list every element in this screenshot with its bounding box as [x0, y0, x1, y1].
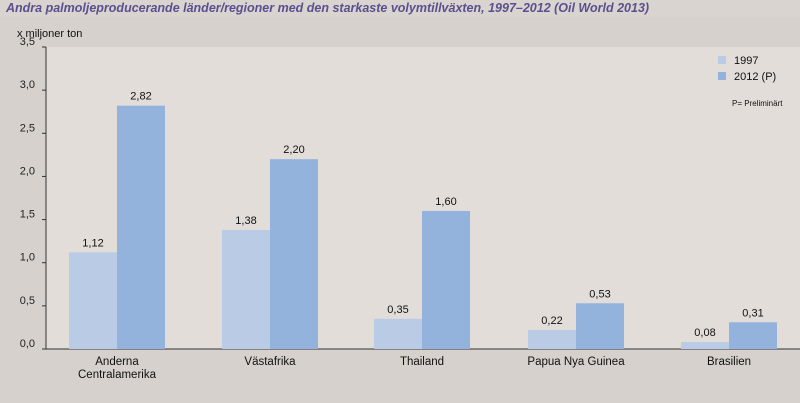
y-tick-label: 3,5 [20, 36, 35, 48]
legend-note: P= Preliminärt [732, 99, 783, 108]
x-category-label: Västafrika [244, 356, 296, 368]
bar-2012-p- [576, 303, 624, 349]
bar-2012-p- [422, 210, 470, 349]
data-label: 0,22 [541, 315, 562, 327]
bar-1997 [528, 330, 576, 349]
data-label: 2,82 [130, 91, 151, 103]
bar-1997 [681, 342, 729, 349]
data-label: 0,53 [589, 288, 610, 300]
y-tick-label: 2,0 [20, 165, 35, 177]
legend-swatch [718, 72, 726, 80]
data-label: 1,12 [82, 237, 103, 249]
data-label: 1,38 [235, 215, 256, 227]
chart-title: Andra palmoljeproducerande länder/region… [6, 1, 650, 15]
legend-label: 2012 (P) [734, 71, 776, 83]
legend-label: 1997 [734, 55, 758, 67]
bar-1997 [69, 252, 117, 349]
y-tick-label: 0,5 [20, 295, 35, 307]
x-category-label: Thailand [400, 356, 444, 368]
bar-1997 [374, 318, 422, 349]
y-tick-label: 1,0 [20, 252, 35, 264]
x-category-label: Centralamerika [78, 369, 157, 381]
data-label: 0,35 [387, 304, 408, 316]
bar-1997 [222, 229, 270, 349]
y-tick-label: 3,0 [20, 79, 35, 91]
bar-2012-p- [270, 159, 318, 349]
x-category-label: Papua Nya Guinea [527, 356, 625, 368]
y-tick-label: 1,5 [20, 209, 35, 221]
title-bar [0, 0, 800, 17]
data-label: 1,60 [435, 196, 456, 208]
y-axis-label: x miljoner ton [17, 28, 82, 40]
data-label: 0,31 [742, 307, 763, 319]
x-category-label: Brasilien [707, 356, 751, 368]
data-label: 0,08 [694, 327, 715, 339]
legend-swatch [718, 56, 726, 64]
data-label: 2,20 [283, 144, 304, 156]
bar-2012-p- [729, 322, 777, 349]
bar-2012-p- [117, 105, 165, 349]
x-category-label: Anderna [95, 356, 139, 368]
y-tick-label: 2,5 [20, 122, 35, 134]
y-tick-label: 0,0 [20, 338, 35, 350]
